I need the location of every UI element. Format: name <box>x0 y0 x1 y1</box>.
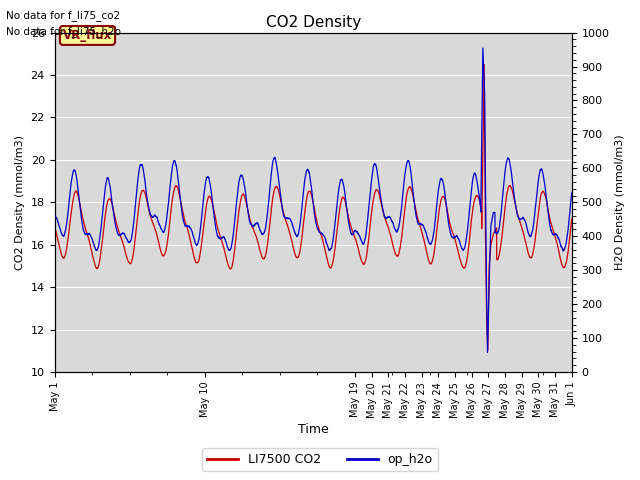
Text: No data for f_li75_h2o: No data for f_li75_h2o <box>6 26 122 37</box>
Legend: LI7500 CO2, op_h2o: LI7500 CO2, op_h2o <box>202 448 438 471</box>
Y-axis label: CO2 Density (mmol/m3): CO2 Density (mmol/m3) <box>15 135 25 270</box>
Text: No data for f_li75_co2: No data for f_li75_co2 <box>6 10 120 21</box>
Y-axis label: H2O Density (mmol/m3): H2O Density (mmol/m3) <box>615 134 625 270</box>
Text: VR_flux: VR_flux <box>63 29 112 42</box>
Title: CO2 Density: CO2 Density <box>266 15 361 30</box>
X-axis label: Time: Time <box>298 423 328 436</box>
